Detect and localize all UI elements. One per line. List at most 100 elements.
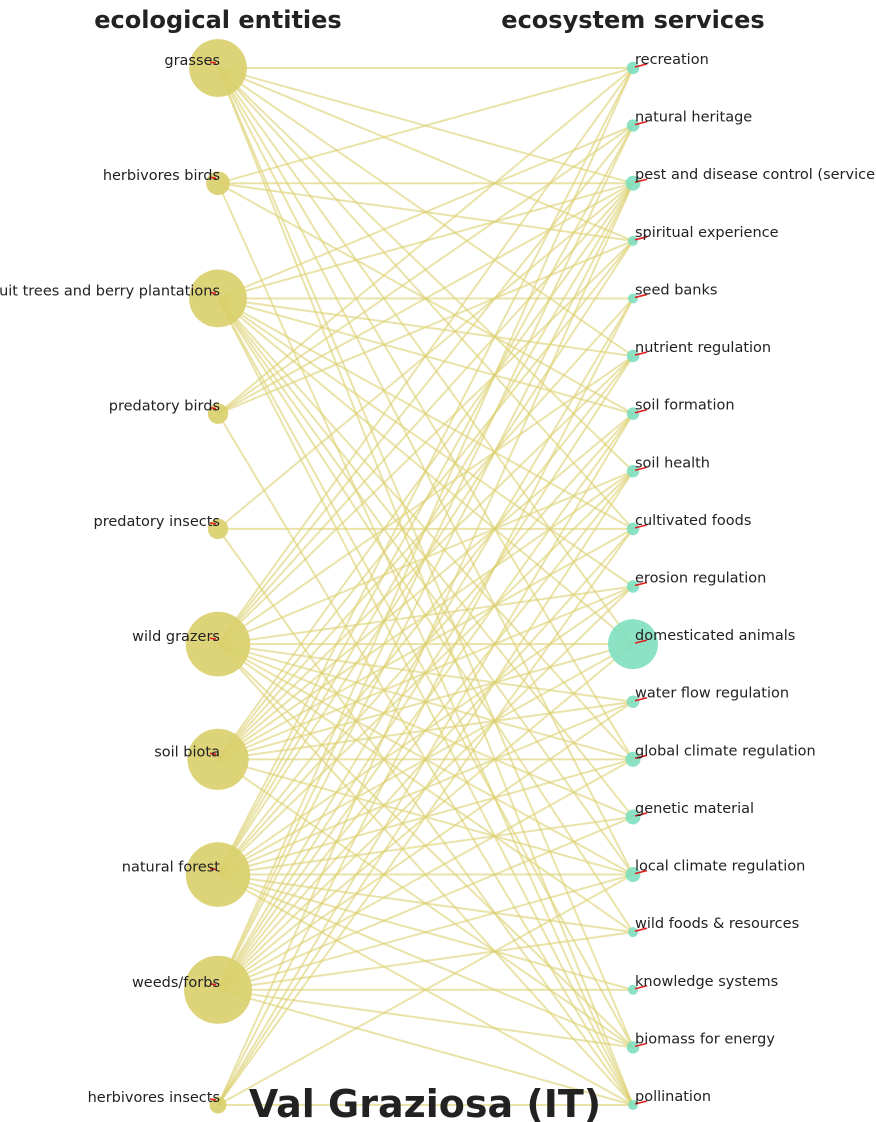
service-node-marker xyxy=(634,63,648,68)
entity-label: soil biota xyxy=(154,744,220,760)
service-node-marker xyxy=(634,639,648,644)
edge-link xyxy=(217,124,634,645)
edge-link xyxy=(217,67,634,991)
entity-node-marker xyxy=(209,1098,217,1101)
edge-link xyxy=(217,67,634,876)
service-node xyxy=(626,1041,640,1054)
entity-label: grasses xyxy=(164,53,220,69)
edge-link xyxy=(217,816,634,991)
entity-node-marker xyxy=(209,752,217,756)
service-node xyxy=(628,927,638,938)
service-node xyxy=(625,751,641,767)
service-node xyxy=(625,809,641,825)
edge-link xyxy=(217,182,634,1106)
service-node xyxy=(608,619,658,670)
edge-link xyxy=(217,931,634,991)
entity-label: predatory birds xyxy=(109,399,220,415)
service-node-marker xyxy=(634,1100,648,1105)
service-label: pest and disease control (service) xyxy=(635,167,876,183)
edge-link xyxy=(217,240,634,645)
edge-link xyxy=(217,700,634,991)
service-node-marker xyxy=(634,178,648,183)
service-node-marker xyxy=(634,236,648,241)
service-node xyxy=(625,175,641,191)
service-node-marker xyxy=(634,985,648,990)
service-label: cultivated foods xyxy=(635,513,751,529)
edge-link xyxy=(217,413,634,1106)
entity-node xyxy=(189,39,247,97)
entity-node-marker xyxy=(209,176,217,180)
service-node-marker xyxy=(634,869,648,875)
service-node xyxy=(626,522,640,536)
service-node xyxy=(628,293,638,304)
service-label: pollination xyxy=(635,1089,711,1105)
service-node-marker xyxy=(634,524,648,529)
edge-link xyxy=(217,67,634,185)
service-node-marker xyxy=(634,696,648,702)
edge-layer xyxy=(217,67,634,1106)
entity-node xyxy=(187,728,249,790)
service-node xyxy=(626,61,640,75)
service-label: soil formation xyxy=(635,398,735,414)
node-layer xyxy=(184,39,658,1114)
right-heading: ecosystem services xyxy=(501,6,764,34)
service-label: local climate regulation xyxy=(635,859,805,875)
service-node xyxy=(626,407,640,420)
entity-node-marker xyxy=(209,982,217,986)
service-label: seed banks xyxy=(635,282,717,298)
entity-node xyxy=(185,842,251,907)
entity-node-marker xyxy=(209,867,217,871)
edge-link xyxy=(217,182,634,645)
service-label: biomass for energy xyxy=(635,1031,775,1047)
service-node-marker xyxy=(634,120,648,126)
service-node-marker xyxy=(634,408,648,414)
entity-label: herbivores birds xyxy=(103,168,220,184)
edge-link xyxy=(217,470,634,991)
edge-link xyxy=(217,67,634,645)
service-node xyxy=(626,580,640,593)
entity-label: fruit trees and berry plantations xyxy=(0,283,220,299)
service-label: erosion regulation xyxy=(635,571,766,587)
service-node xyxy=(625,867,641,883)
edge-link xyxy=(217,239,634,415)
service-node-marker xyxy=(634,466,648,472)
entity-label: wild grazers xyxy=(132,629,220,645)
left-heading: ecological entities xyxy=(94,6,341,34)
entity-node-marker xyxy=(209,291,217,295)
edge-link xyxy=(217,182,634,991)
edge-link xyxy=(217,470,634,1106)
entity-node-marker xyxy=(209,637,217,640)
entity-label: natural forest xyxy=(122,860,221,876)
service-label: genetic material xyxy=(635,801,754,817)
service-node-marker xyxy=(634,1042,648,1048)
edge-link xyxy=(217,67,634,415)
entity-node xyxy=(189,269,247,328)
service-label: nutrient regulation xyxy=(635,340,771,356)
service-node-marker xyxy=(634,581,648,587)
service-label: global climate regulation xyxy=(635,743,816,759)
edge-link xyxy=(217,124,634,415)
service-node-marker xyxy=(634,812,648,817)
service-label: natural heritage xyxy=(635,110,752,126)
edge-link xyxy=(217,125,634,876)
edge-link xyxy=(217,355,634,876)
entity-node-marker xyxy=(209,406,217,410)
entity-label: weeds/forbs xyxy=(132,975,220,991)
service-node xyxy=(626,465,640,478)
service-node xyxy=(626,119,640,132)
service-label: domesticated animals xyxy=(635,628,795,644)
edge-link xyxy=(217,297,634,1106)
entity-node xyxy=(209,1096,227,1114)
service-node-marker xyxy=(634,927,648,932)
service-node xyxy=(628,1100,638,1110)
service-node xyxy=(626,349,640,363)
service-node xyxy=(628,984,638,995)
service-label: recreation xyxy=(635,52,709,68)
entity-label: predatory insects xyxy=(94,514,220,530)
service-label: water flow regulation xyxy=(635,686,789,702)
entity-node-marker xyxy=(209,522,217,525)
service-node xyxy=(626,695,640,708)
entity-node xyxy=(185,611,251,677)
service-node-marker xyxy=(634,351,648,356)
